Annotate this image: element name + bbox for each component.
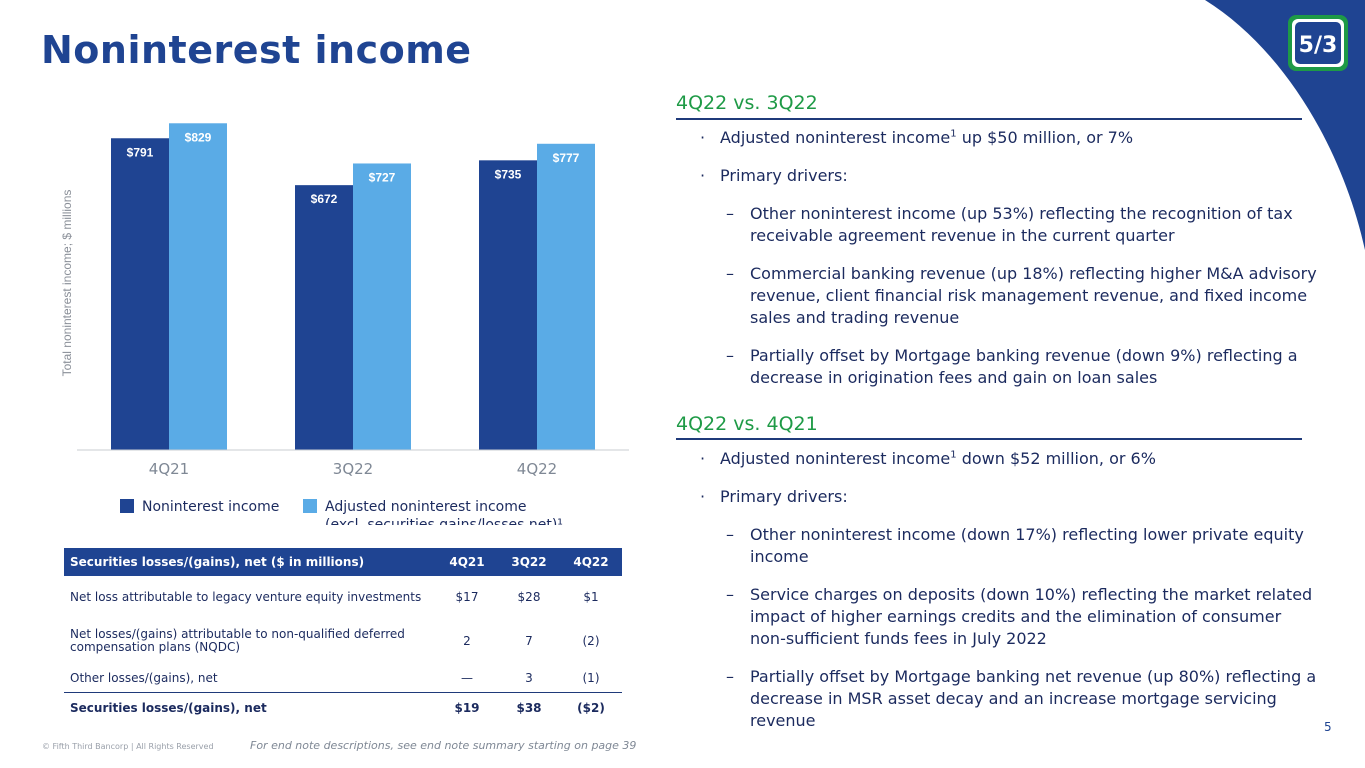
bullet-primary-drivers: Primary drivers: — [700, 486, 1320, 508]
section1-bullets: Adjusted noninterest income1 up $50 mill… — [700, 127, 1320, 405]
data-label: $727 — [369, 170, 396, 184]
table-row: Net losses/(gains) attributable to non-q… — [64, 618, 622, 664]
section-divider — [676, 118, 1302, 120]
table-cell: Net losses/(gains) attributable to non-q… — [70, 627, 405, 654]
table-cell: 2 — [463, 633, 471, 648]
bar — [479, 160, 537, 450]
bar — [169, 123, 227, 450]
securities-losses-table: Securities losses/(gains), net ($ in mil… — [64, 548, 622, 723]
table-cell: ($2) — [577, 700, 605, 715]
table-header-cell: 3Q22 — [498, 548, 560, 576]
page-number: 5 — [1324, 720, 1332, 734]
endnote-reference: For end note descriptions, see end note … — [250, 739, 637, 752]
section-heading-4q22-vs-4q21: 4Q22 vs. 4Q21 — [676, 413, 818, 435]
driver-item: Service charges on deposits (down 10%) r… — [700, 584, 1320, 650]
table-row: Net loss attributable to legacy venture … — [64, 576, 622, 618]
table-cell: Securities losses/(gains), net — [70, 700, 267, 715]
driver-item: Other noninterest income (down 17%) refl… — [700, 524, 1320, 568]
table-cell: (2) — [582, 633, 600, 648]
x-tick-label: 3Q22 — [333, 460, 373, 478]
table-cell: 3 — [498, 664, 560, 693]
legend-label: Noninterest income — [142, 499, 279, 515]
legend-swatch — [120, 499, 134, 513]
bullet-primary-drivers: Primary drivers: — [700, 165, 1320, 187]
legend-label: (excl. securities gains/losses,net)¹ — [325, 517, 563, 525]
bullet-adjusted-income: Adjusted noninterest income1 down $52 mi… — [700, 448, 1320, 470]
y-axis-label: Total noninterest income; $ millions — [60, 190, 74, 377]
table-header-cell: Securities losses/(gains), net ($ in mil… — [64, 548, 436, 576]
table-cell: Net loss attributable to legacy venture … — [70, 589, 422, 604]
table-cell: $28 — [517, 589, 541, 604]
driver-item: Commercial banking revenue (up 18%) refl… — [700, 263, 1320, 329]
driver-item: Other noninterest income (up 53%) reflec… — [700, 203, 1320, 247]
table-cell: 7 — [525, 633, 533, 648]
section-heading-4q22-vs-3q22: 4Q22 vs. 3Q22 — [676, 92, 818, 114]
bar — [295, 185, 353, 450]
driver-item: Partially offset by Mortgage banking net… — [700, 666, 1320, 732]
legend-label: Adjusted noninterest income — [325, 499, 526, 515]
table-header-cell: 4Q22 — [560, 548, 622, 576]
logo-mark: 5/3 — [1299, 33, 1338, 58]
data-label: $791 — [127, 145, 154, 159]
bar — [353, 163, 411, 450]
table-total-row: Securities losses/(gains), net $19 $38 (… — [64, 693, 622, 724]
table-cell: $19 — [454, 700, 480, 715]
x-tick-label: 4Q21 — [149, 460, 189, 478]
copyright-notice: © Fifth Third Bancorp | All Rights Reser… — [42, 742, 214, 751]
legend-swatch — [303, 499, 317, 513]
table-cell: — — [436, 664, 498, 693]
bullet-adjusted-income: Adjusted noninterest income1 up $50 mill… — [700, 127, 1320, 149]
table-cell: $17 — [455, 589, 479, 604]
section2-bullets: Adjusted noninterest income1 down $52 mi… — [700, 448, 1320, 748]
bar — [111, 138, 169, 451]
driver-item: Partially offset by Mortgage banking rev… — [700, 345, 1320, 389]
data-label: $777 — [553, 151, 580, 165]
table-cell: $1 — [583, 589, 599, 604]
table-cell: (1) — [560, 664, 622, 693]
table-header-cell: 4Q21 — [436, 548, 498, 576]
table-cell: $38 — [516, 700, 542, 715]
section-divider — [676, 438, 1302, 440]
data-label: $735 — [495, 167, 522, 181]
table-cell: Other losses/(gains), net — [64, 664, 436, 693]
table-header-row: Securities losses/(gains), net ($ in mil… — [64, 548, 622, 576]
table-row: Other losses/(gains), net — 3 (1) — [64, 664, 622, 693]
x-tick-label: 4Q22 — [517, 460, 557, 478]
noninterest-income-bar-chart: Total noninterest income; $ millions $791… — [60, 123, 629, 525]
bar — [537, 143, 595, 451]
fifth-third-logo: 5/3 — [1288, 15, 1348, 71]
data-label: $829 — [185, 130, 212, 144]
data-label: $672 — [311, 192, 338, 206]
page-title: Noninterest income — [41, 28, 472, 72]
